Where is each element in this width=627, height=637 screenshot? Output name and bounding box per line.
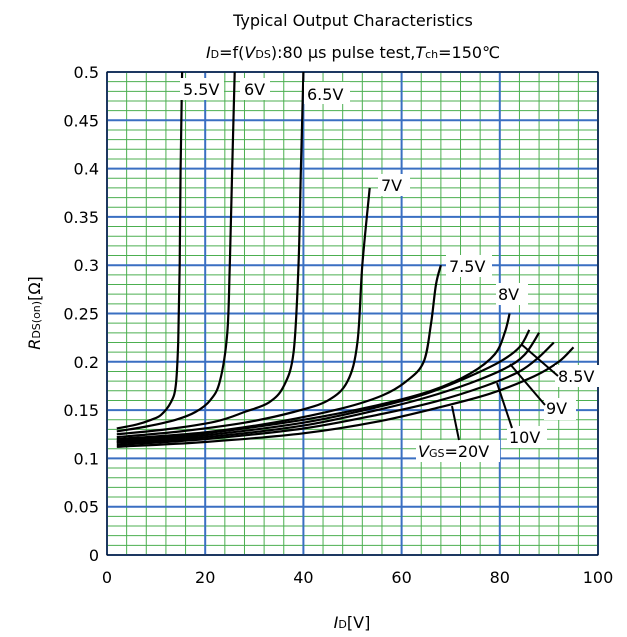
subtitle-eq: =f( [219, 43, 244, 62]
y-tick-label: 0.15 [63, 401, 99, 420]
curve-label-7v: 7V [381, 176, 402, 195]
x-tick-label: 100 [583, 568, 614, 587]
subtitle-v: V [244, 43, 256, 62]
leader-9v [509, 363, 546, 406]
series-line-6-5v [116, 71, 305, 436]
series-line-5-5v [116, 71, 184, 430]
x-tick-label: 60 [391, 568, 411, 587]
curve-label-vgs-20v: VGS=20V [418, 442, 489, 461]
series-line-9v [116, 332, 541, 444]
chart-subtitle: ID=f(VDS):80 μs pulse test,Tch=150℃ [206, 43, 500, 62]
x-label-main: I [334, 613, 339, 632]
subtitle-t: T [415, 43, 426, 62]
curve-label-5-5v: 5.5V [183, 80, 219, 99]
y-axis-label: RDS(on)[Ω] [25, 276, 44, 350]
series-line-10v [116, 341, 555, 446]
subtitle-ds-sub: DS [255, 48, 270, 61]
series-line-8-5v [116, 329, 531, 444]
series-line-8v [116, 313, 511, 443]
vgs-value: =20V [444, 442, 489, 461]
y-tick-label: 0.5 [74, 63, 99, 82]
subtitle-end: =150℃ [438, 43, 500, 62]
curve-label-8v: 8V [498, 285, 519, 304]
y-label-unit: [Ω] [25, 276, 44, 301]
series-group [116, 71, 575, 448]
x-tick-label: 40 [293, 568, 313, 587]
chart-title: Typical Output Characteristics [232, 11, 473, 30]
x-ticks: 0 20 40 60 80 100 [102, 568, 613, 587]
curve-label-6v: 6V [244, 80, 265, 99]
y-tick-label: 0.35 [63, 208, 99, 227]
y-ticks: 0 0.05 0.1 0.15 0.2 0.25 0.3 0.35 0.4 0.45 0.5 [63, 63, 99, 565]
leader-vgs-20v [451, 405, 460, 441]
x-tick-label: 20 [195, 568, 215, 587]
y-tick-label: 0.25 [63, 305, 99, 324]
y-tick-label: 0.4 [74, 160, 99, 179]
series-line-vgs-20v [116, 346, 575, 448]
curve-label-6-5v: 6.5V [307, 85, 343, 104]
y-tick-label: 0 [89, 546, 99, 565]
plot-frame [106, 71, 599, 556]
subtitle-i: I [206, 43, 211, 62]
y-tick-label: 0.05 [63, 498, 99, 517]
y-label-sub: DS(on) [30, 301, 43, 339]
series-line-7v [116, 187, 371, 439]
x-tick-label: 0 [102, 568, 112, 587]
curve-label-10v: 10V [509, 428, 540, 447]
y-label-main: R [25, 339, 44, 350]
y-tick-label: 0.1 [74, 449, 99, 468]
leader-10v [496, 382, 513, 429]
x-label-sub: D [338, 618, 346, 631]
y-tick-label: 0.45 [63, 111, 99, 130]
curve-label-9v: 9V [546, 399, 567, 418]
vgs-symbol: V [418, 442, 430, 461]
subtitle-ch-sub: ch [425, 48, 438, 61]
subtitle-mid: ):80 μs pulse test, [271, 43, 416, 62]
y-tick-label: 0.3 [74, 256, 99, 275]
subtitle-d-sub: D [211, 48, 219, 61]
leader-8-5v [520, 343, 559, 377]
y-tick-label: 0.2 [74, 353, 99, 372]
curve-label-7-5v: 7.5V [449, 257, 485, 276]
vgs-subscript: GS [429, 447, 445, 460]
curve-labels: 5.5V 6V 6.5V 7V 7.5V 8V 8.5V 9V 10V VGS=… [180, 78, 601, 462]
x-label-unit: [V] [347, 613, 370, 632]
series-line-6v [116, 71, 236, 433]
x-tick-label: 80 [490, 568, 510, 587]
x-axis-label: ID[V] [334, 613, 371, 632]
curve-label-8-5v: 8.5V [558, 367, 594, 386]
